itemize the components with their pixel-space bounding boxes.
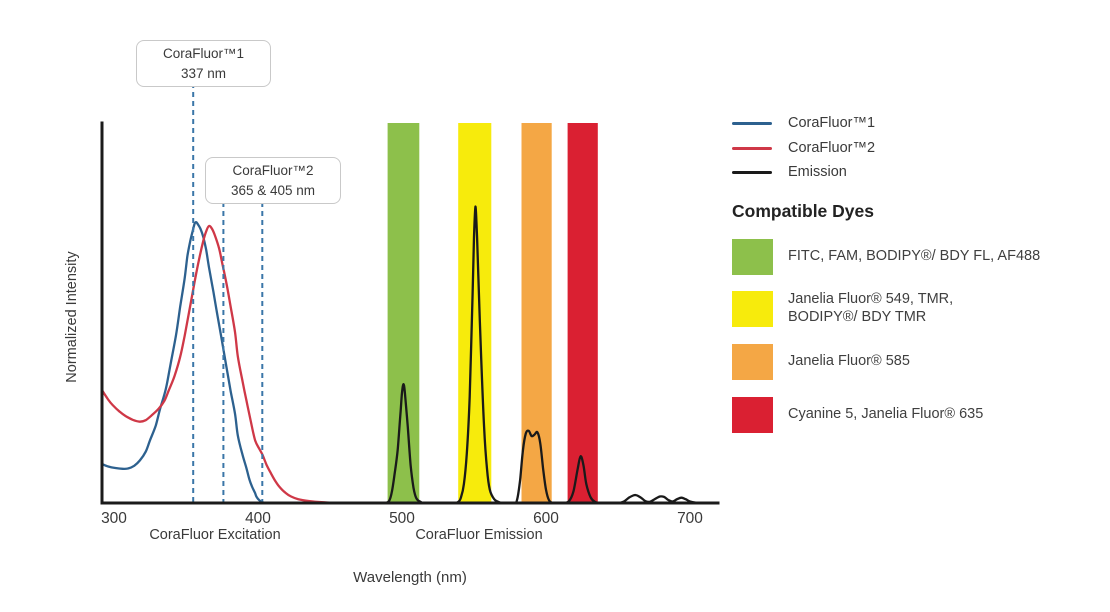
annotation-corafluor1: CoraFluor™1 337 nm [136, 40, 271, 88]
compatible-dyes-heading: Compatible Dyes [732, 201, 874, 221]
annotation-title: CoraFluor™1 [162, 46, 245, 61]
annotation-value: 337 nm [180, 65, 227, 81]
dye-band-yellow [458, 123, 492, 503]
x-tick-400: 400 [245, 510, 271, 527]
corafluor2-excitation-curve [101, 224, 339, 505]
annotation-value: 365 & 405 nm [230, 182, 316, 198]
dye-band-green [387, 123, 420, 503]
orange-swatch-icon [732, 344, 773, 380]
emission-line-icon [732, 170, 772, 174]
dye-band-red [567, 123, 598, 503]
x-tick-300: 300 [101, 510, 127, 527]
legend-label: Emission [788, 164, 847, 180]
y-axis-label: Normalized Intensity [64, 251, 80, 383]
green-swatch-icon [732, 239, 773, 275]
yellow-swatch-icon [732, 291, 773, 327]
legend-item-emission: Emission [732, 161, 847, 183]
dye-band-orange [521, 123, 552, 503]
excitation-caption: CoraFluor Excitation [149, 527, 281, 543]
dye-label: FITC, FAM, BODIPY®/ BDY FL, AF488 [788, 248, 1041, 265]
corafluor1-line-icon [732, 121, 772, 125]
x-tick-700: 700 [677, 510, 703, 527]
dye-row-green: FITC, FAM, BODIPY®/ BDY FL, AF488 [732, 239, 1040, 275]
legend-item-corafluor2: CoraFluor™2 [732, 137, 875, 159]
dye-row-red: Cyanine 5, Janelia Fluor® 635 [732, 397, 983, 433]
x-tick-600: 600 [533, 510, 559, 527]
annotation-title: CoraFluor™2 [232, 163, 314, 178]
axes [100, 121, 720, 505]
dye-row-orange: Janelia Fluor® 585 [732, 344, 910, 380]
corafluor1-excitation-curve [101, 221, 268, 505]
corafluor2-line-icon [732, 146, 772, 150]
annotation-corafluor2: CoraFluor™2 365 & 405 nm [205, 157, 341, 205]
dye-label: Cyanine 5, Janelia Fluor® 635 [788, 406, 984, 423]
dye-label: Janelia Fluor® 585 [788, 353, 910, 370]
x-axis-label: Wavelength (nm) [353, 569, 467, 586]
emission-caption: CoraFluor Emission [415, 527, 543, 543]
x-tick-500: 500 [389, 510, 415, 527]
legend-label: CoraFluor™1 [788, 115, 876, 131]
red-swatch-icon [732, 397, 773, 433]
dye-label: Janelia Fluor® 549, TMR, BODIPY®/ BDY TM… [788, 291, 954, 325]
legend-label: CoraFluor™2 [788, 140, 876, 156]
dye-row-yellow: Janelia Fluor® 549, TMR, BODIPY®/ BDY TM… [732, 291, 953, 327]
legend-item-corafluor1: CoraFluor™1 [732, 112, 875, 134]
